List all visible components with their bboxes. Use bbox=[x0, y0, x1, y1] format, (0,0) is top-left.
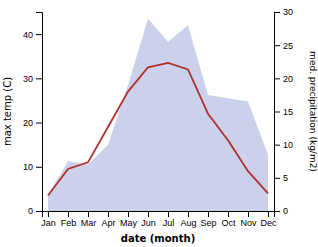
tick: Jan bbox=[41, 211, 56, 228]
tick-mark bbox=[128, 211, 129, 217]
chart: Jan Feb Mar Apr MayJun Jul Aug Sep Oct NovDec 0 10 2… bbox=[0, 0, 318, 247]
tick: Nov bbox=[240, 211, 257, 228]
line bbox=[48, 63, 268, 196]
tick-mark bbox=[274, 178, 280, 179]
tick: Jul bbox=[163, 211, 175, 228]
tick-mark bbox=[268, 211, 269, 217]
tick-mark bbox=[88, 211, 89, 217]
y-axis: 0 10 20 30 40 bbox=[23, 13, 43, 217]
y2-axis: 0 5 10 15 20 25 30 bbox=[274, 7, 293, 216]
tick: 30 bbox=[23, 74, 42, 84]
tick-label: Nov bbox=[240, 218, 257, 228]
tick-mark bbox=[108, 211, 109, 217]
tick: Aug bbox=[180, 211, 196, 228]
tick: Apr bbox=[101, 211, 115, 228]
x-axis-title: date (month) bbox=[121, 233, 195, 244]
tick: 5 bbox=[274, 173, 288, 183]
tick-label: Mar bbox=[81, 218, 97, 228]
marks bbox=[48, 19, 268, 211]
y-axis-title: max temp (C) bbox=[2, 77, 13, 146]
tick-mark bbox=[168, 211, 169, 217]
tick: 10 bbox=[274, 140, 293, 150]
tick-mark bbox=[274, 45, 280, 46]
tick: 30 bbox=[274, 7, 293, 17]
tick: 20 bbox=[274, 74, 293, 84]
tick-label: Jun bbox=[141, 218, 156, 228]
tick-label: Jan bbox=[41, 218, 56, 228]
tick: 15 bbox=[274, 107, 293, 117]
tick-label: Dec bbox=[260, 218, 277, 228]
y2-axis-title: med. precipitation (kg/m2) bbox=[308, 51, 318, 172]
tick: Mar bbox=[81, 211, 97, 228]
tick: Jun bbox=[141, 211, 156, 228]
tick: 0 bbox=[28, 206, 42, 216]
tick-mark bbox=[274, 78, 280, 79]
tick-label: May bbox=[120, 218, 138, 228]
tick-label: 30 bbox=[283, 7, 293, 17]
tick-label: 20 bbox=[283, 74, 293, 84]
tick: Sep bbox=[200, 211, 216, 228]
tick-mark bbox=[208, 211, 209, 217]
tick: 40 bbox=[23, 29, 42, 39]
axis-line bbox=[43, 212, 275, 218]
tick: 10 bbox=[23, 162, 42, 172]
tick-label: Apr bbox=[101, 218, 115, 228]
tick-label: Jul bbox=[163, 218, 175, 228]
tick-label: 0 bbox=[283, 206, 288, 216]
tick-mark bbox=[68, 211, 69, 217]
x-axis: Jan Feb Mar Apr MayJun Jul Aug Sep Oct NovDec bbox=[41, 211, 277, 228]
plot: Jan Feb Mar Apr MayJun Jul Aug Sep Oct NovDec 0 10 2… bbox=[23, 7, 293, 228]
tick-mark bbox=[36, 123, 42, 124]
axis-line bbox=[275, 13, 281, 212]
tick-mark bbox=[148, 211, 149, 217]
tick-label: 0 bbox=[28, 206, 33, 216]
tick-label: 15 bbox=[283, 107, 293, 117]
tick-mark bbox=[274, 12, 280, 13]
tick-mark bbox=[36, 167, 42, 168]
axis-line bbox=[36, 13, 43, 212]
tick: Oct bbox=[221, 211, 236, 228]
tick: 25 bbox=[274, 41, 293, 51]
tick-label: 25 bbox=[283, 41, 293, 51]
tick-label: 20 bbox=[23, 118, 33, 128]
tick-mark bbox=[274, 145, 280, 146]
tick-label: 40 bbox=[23, 29, 33, 39]
tick-label: Sep bbox=[200, 218, 216, 228]
tick-label: 5 bbox=[283, 173, 288, 183]
tick-label: Oct bbox=[221, 218, 236, 228]
area bbox=[48, 19, 268, 211]
tick-mark bbox=[36, 34, 42, 35]
tick-mark bbox=[274, 112, 280, 113]
tick-label: Feb bbox=[61, 218, 77, 228]
tick-label: 30 bbox=[23, 74, 33, 84]
tick: 20 bbox=[23, 118, 42, 128]
tick: Dec bbox=[260, 211, 277, 228]
tick-mark bbox=[228, 211, 229, 217]
tick-mark bbox=[248, 211, 249, 217]
tick-mark bbox=[274, 211, 280, 212]
tick-label: 10 bbox=[283, 140, 293, 150]
tick-mark bbox=[188, 211, 189, 217]
tick-mark bbox=[36, 211, 42, 212]
tick: Feb bbox=[61, 211, 77, 228]
tick: 0 bbox=[274, 206, 288, 216]
tick-mark bbox=[36, 78, 42, 79]
tick-mark bbox=[48, 211, 49, 217]
tick-label: 10 bbox=[23, 162, 33, 172]
tick-label: Aug bbox=[180, 218, 196, 228]
tick: May bbox=[120, 211, 138, 228]
